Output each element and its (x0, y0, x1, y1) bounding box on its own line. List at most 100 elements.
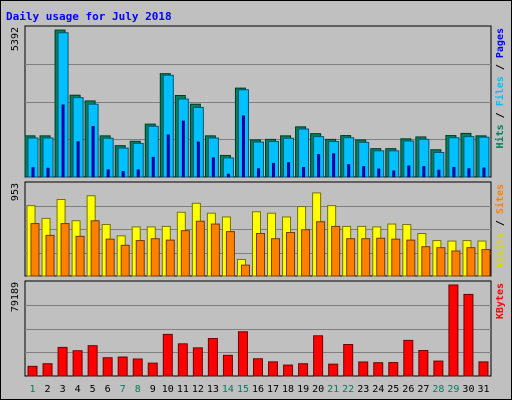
bar-sites-day-6 (105, 238, 115, 277)
bar-kbytes-day-8 (132, 358, 143, 377)
x-tick-day-26: 26 (402, 384, 414, 395)
x-tick-day-11: 11 (177, 384, 189, 395)
x-tick-day-2: 2 (45, 384, 51, 395)
bar-kbytes-day-31 (478, 361, 489, 377)
bar-sites-day-25 (391, 238, 401, 277)
bar-sites-day-23 (361, 238, 371, 277)
bar-sites-day-8 (135, 240, 145, 277)
legend-kbytes: KBytes (495, 283, 506, 319)
bar-pages-day-24 (377, 168, 381, 178)
bar-sites-day-2 (45, 234, 55, 277)
x-tick-day-17: 17 (267, 384, 279, 395)
legend-files: Files (494, 76, 506, 106)
bar-kbytes-day-29 (448, 284, 459, 377)
panel-max-label: 953 (10, 183, 21, 201)
bar-kbytes-day-26 (403, 339, 414, 377)
x-tick-day-23: 23 (357, 384, 369, 395)
bar-pages-day-11 (181, 120, 185, 178)
x-tick-day-29: 29 (447, 384, 459, 395)
bar-pages-day-5 (91, 126, 95, 178)
bar-sites-day-21 (331, 225, 341, 277)
bar-sites-day-30 (466, 247, 476, 277)
bar-kbytes-day-18 (283, 364, 294, 377)
bar-kbytes-day-19 (298, 363, 309, 377)
panel-kbytes: 79189 KBytes (10, 280, 506, 377)
bar-sites-day-27 (421, 246, 431, 277)
bar-pages-day-4 (76, 141, 80, 178)
bar-kbytes-day-13 (207, 338, 218, 377)
legend-hits: Hits (494, 124, 506, 148)
bar-sites-day-16 (255, 233, 265, 277)
bar-pages-day-29 (452, 166, 456, 178)
x-tick-day-4: 4 (75, 384, 81, 395)
bar-sites-day-1 (30, 223, 40, 277)
bar-pages-day-19 (302, 166, 306, 178)
bar-kbytes-day-22 (343, 344, 354, 377)
panel-legend: Visits / Sites (494, 184, 506, 268)
legend-visits: Visits (494, 232, 506, 268)
bar-kbytes-day-14 (222, 354, 233, 377)
bar-pages-day-26 (407, 165, 411, 178)
x-tick-day-25: 25 (387, 384, 399, 395)
bar-sites-day-3 (60, 223, 70, 277)
x-tick-day-10: 10 (162, 384, 174, 395)
bar-kbytes-day-17 (268, 361, 279, 377)
chart-title: Daily usage for July 2018 (6, 10, 172, 23)
bar-sites-day-11 (180, 230, 190, 277)
panel-legend: Hits / Files / Pages (494, 28, 506, 148)
bar-pages-day-6 (106, 169, 110, 178)
bar-pages-day-13 (211, 157, 215, 178)
bar-sites-day-24 (376, 237, 386, 277)
bar-kbytes-day-20 (313, 335, 324, 377)
x-tick-day-21: 21 (327, 384, 339, 395)
x-tick-day-8: 8 (135, 384, 141, 395)
bar-pages-day-2 (46, 167, 50, 178)
bar-kbytes-day-7 (117, 356, 128, 377)
legend-sites: Sites (494, 184, 506, 214)
bar-pages-day-1 (31, 167, 35, 178)
panel-max-label: 79189 (10, 282, 21, 312)
legend-pages: Pages (495, 28, 506, 58)
x-tick-day-24: 24 (372, 384, 384, 395)
bar-kbytes-day-2 (42, 363, 53, 377)
x-tick-day-12: 12 (192, 384, 204, 395)
x-tick-day-27: 27 (417, 384, 429, 395)
bar-pages-day-3 (61, 104, 65, 178)
x-tick-day-9: 9 (150, 384, 156, 395)
bar-kbytes-day-30 (463, 293, 474, 377)
bar-sites-day-5 (90, 220, 100, 277)
bar-pages-day-21 (332, 153, 336, 178)
bar-kbytes-day-3 (57, 346, 68, 377)
bar-kbytes-day-15 (237, 331, 248, 377)
x-tick-day-14: 14 (222, 384, 234, 395)
bar-kbytes-day-12 (192, 347, 203, 377)
bar-sites-day-7 (120, 244, 130, 277)
bar-sites-day-19 (301, 229, 311, 277)
bar-pages-day-16 (256, 168, 260, 178)
bar-kbytes-day-25 (388, 362, 399, 377)
bar-sites-day-17 (271, 238, 281, 277)
bar-sites-day-13 (210, 223, 220, 277)
x-tick-day-22: 22 (342, 384, 354, 395)
chart-panels: 5392 Hits / Files / Pages 953 Visits / Site… (10, 25, 506, 377)
bar-pages-day-14 (226, 173, 230, 178)
legend-separator: / (495, 214, 506, 232)
x-tick-day-18: 18 (282, 384, 294, 395)
x-tick-day-13: 13 (207, 384, 219, 395)
bar-pages-day-22 (347, 164, 351, 178)
x-axis-day-labels: 1 2 3 4 5 6 7 8 9 10 11 12 13 14 15 16 17 18 19 20 21 22 23 24 2… (30, 384, 490, 395)
x-tick-day-6: 6 (105, 384, 111, 395)
legend-separator: / (495, 106, 506, 124)
bar-sites-day-18 (286, 232, 296, 277)
bar-pages-day-30 (467, 168, 471, 178)
x-tick-day-28: 28 (432, 384, 444, 395)
bar-kbytes-day-1 (27, 365, 38, 377)
bar-kbytes-day-5 (87, 345, 98, 377)
series-kbytes (27, 284, 489, 377)
bar-sites-day-29 (451, 250, 461, 277)
bar-pages-day-31 (482, 167, 486, 178)
bar-sites-day-20 (316, 221, 326, 277)
x-tick-day-15: 15 (237, 384, 249, 395)
panel-max-label: 5392 (10, 27, 21, 51)
